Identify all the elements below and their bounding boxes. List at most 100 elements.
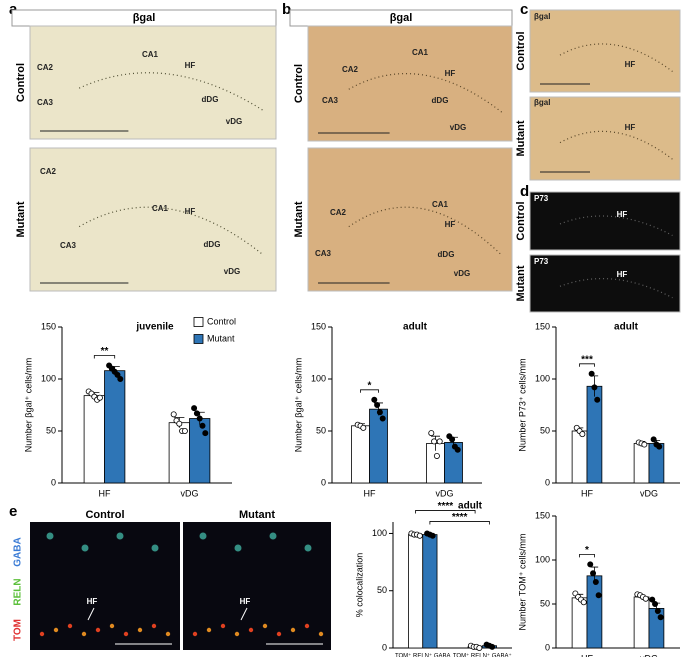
significance-bracket: [415, 510, 476, 514]
panel-header-text: βgal: [133, 12, 156, 24]
data-point: [580, 599, 587, 606]
data-point: [642, 595, 649, 602]
y-tick-label: 100: [535, 554, 550, 564]
x-tick-label: HF: [364, 488, 376, 498]
stain-label: P73: [534, 257, 549, 266]
panel-letter: e: [9, 503, 17, 520]
data-point: [591, 384, 598, 391]
row-label: Control: [15, 63, 27, 102]
significance-bracket: [579, 554, 595, 558]
region-label: CA2: [330, 208, 347, 217]
row-label: Control: [515, 201, 527, 240]
column-title: Control: [85, 509, 124, 521]
data-point: [650, 436, 657, 443]
y-tick-label: 0: [51, 477, 56, 487]
significance-bracket: [360, 389, 379, 393]
region-label: HF: [445, 69, 456, 78]
cell-blob: [206, 627, 212, 633]
data-point: [594, 396, 601, 403]
significance-bracket: [93, 355, 116, 359]
panel-header-text: βgal: [390, 12, 413, 24]
y-tick-label: 0: [321, 477, 326, 487]
cell-blob: [81, 631, 87, 637]
y-axis-label: Number TOM⁺ cells/mm: [517, 534, 527, 631]
region-label: CA3: [315, 249, 332, 258]
data-point: [96, 394, 103, 401]
y-tick-label: 0: [545, 477, 550, 487]
data-point: [489, 643, 496, 650]
stain-label: βgal: [534, 98, 550, 107]
y-tick-label: 50: [316, 425, 326, 435]
data-point: [360, 424, 367, 431]
data-point: [202, 430, 209, 437]
bar: [351, 425, 370, 484]
y-axis-label: Number βgal⁺ cells/mm: [23, 358, 33, 452]
cell-blob: [81, 544, 89, 552]
data-point: [428, 430, 435, 437]
chart-title: juvenile: [135, 322, 174, 333]
micrograph: [307, 147, 513, 292]
data-point: [114, 371, 121, 378]
micrograph: [30, 522, 180, 650]
chart-title: adult: [614, 322, 639, 333]
data-point: [587, 561, 594, 568]
data-point: [592, 579, 599, 586]
region-label: vDG: [226, 117, 242, 126]
x-tick-label: HF: [581, 653, 593, 657]
row-label: Mutant: [515, 265, 527, 301]
panel-letter: c: [520, 1, 528, 18]
panel-letter: b: [282, 1, 291, 18]
cell-blob: [53, 627, 59, 633]
cell-layer: [348, 73, 503, 113]
row-label: Mutant: [293, 201, 305, 237]
cell-blob: [165, 631, 171, 637]
x-tick-label: vDG: [181, 488, 199, 498]
region-label: CA1: [412, 48, 429, 57]
region-label: HF: [185, 207, 196, 216]
cell-layer: [559, 43, 673, 72]
channel-label: RELN: [13, 578, 24, 605]
data-point: [431, 438, 438, 445]
bar: [189, 418, 211, 484]
region-label: dDG: [438, 250, 455, 259]
bar: [648, 608, 665, 649]
data-point: [436, 438, 443, 445]
cell-blob: [116, 532, 124, 540]
bar: [633, 596, 650, 649]
legend-label: Mutant: [207, 333, 235, 343]
data-point: [595, 592, 602, 599]
cell-blob: [46, 532, 54, 540]
panel-letter: a: [9, 1, 18, 18]
region-label: CA2: [37, 63, 54, 72]
cell-blob: [248, 627, 254, 633]
y-tick-label: 0: [545, 642, 550, 652]
data-point: [193, 410, 200, 417]
micrograph: [529, 191, 681, 251]
data-point: [117, 375, 124, 382]
y-axis-label: % colocalization: [354, 553, 364, 618]
y-tick-label: 150: [41, 321, 56, 331]
y-tick-label: 150: [311, 321, 326, 331]
cell-blob: [39, 631, 45, 637]
row-label: Control: [293, 64, 305, 103]
significance-label: *: [368, 380, 372, 391]
region-label: HF: [445, 220, 456, 229]
x-tick-label: TOM⁺ RELN⁺ GABA⁺: [453, 653, 512, 657]
x-tick-label: HF: [99, 488, 111, 498]
region-label: CA1: [152, 204, 169, 213]
y-tick-label: 100: [535, 373, 550, 383]
region-label: HF: [185, 61, 196, 70]
region-label: HF: [617, 210, 628, 219]
data-point: [641, 441, 648, 448]
region-label: CA1: [432, 200, 449, 209]
region-label: vDG: [450, 123, 466, 132]
significance-label: **: [101, 346, 109, 357]
y-tick-label: 50: [46, 425, 56, 435]
row-label: Mutant: [515, 120, 527, 156]
data-point: [170, 411, 177, 418]
cell-blob: [151, 544, 159, 552]
row-label: Mutant: [15, 201, 27, 237]
legend-swatch: [193, 334, 204, 344]
micrograph: [529, 254, 681, 313]
